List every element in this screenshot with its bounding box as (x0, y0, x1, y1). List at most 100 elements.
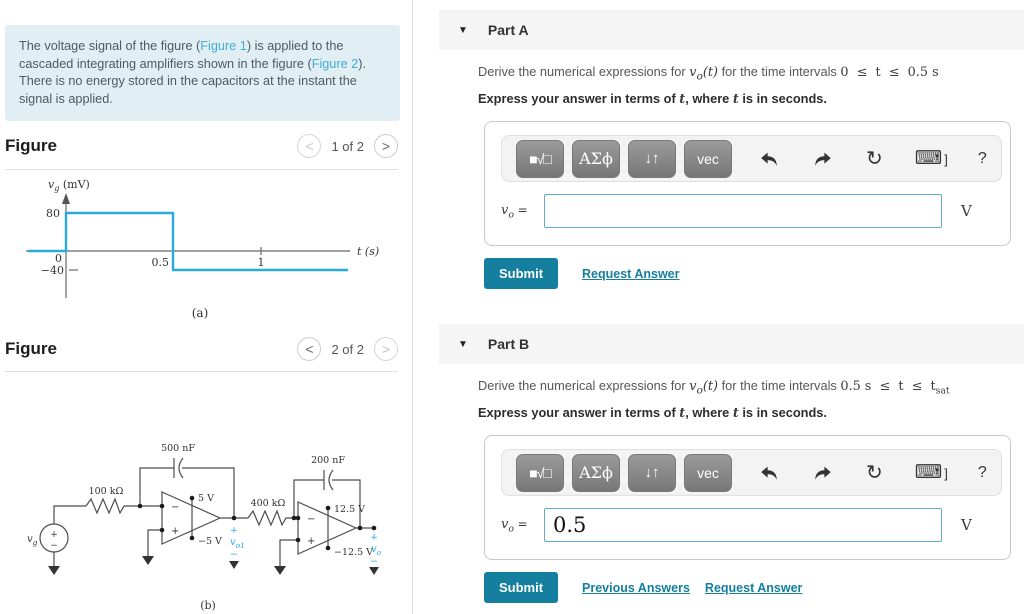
part-b-instruction: Express your answer in terms of t, where… (478, 405, 827, 421)
part-b-title: Part B (487, 336, 530, 352)
problem-panel: The voltage signal of the figure (Figure… (0, 0, 412, 614)
figure1-graph: vg (mV) 80 0 −40 0.5 1 t (s) (26, 178, 379, 298)
vo-label: vo (371, 544, 382, 557)
part-a-answer-input[interactable] (544, 194, 942, 228)
answer-variable-label: vo = (501, 516, 528, 535)
answer-unit: V (961, 516, 972, 534)
redo-icon[interactable] (812, 148, 834, 170)
resistor1-label: 100 kΩ (89, 486, 124, 497)
divider (5, 169, 398, 170)
figure2-prev-button[interactable]: < (297, 337, 322, 361)
keyboard-shortcuts-icon[interactable]: ⌨] (915, 147, 948, 170)
xtick-half: 0.5 (152, 256, 170, 269)
divider (5, 371, 398, 372)
answer-variable-label: vo = (501, 202, 528, 221)
submit-button[interactable]: Submit (484, 572, 558, 603)
x-axis-label: t (s) (357, 245, 379, 258)
source-label: vg (27, 534, 38, 547)
redo-icon[interactable] (812, 462, 834, 484)
help-icon[interactable]: ? (977, 463, 987, 481)
figure2-header: Figure < 2 of 2 > (5, 335, 398, 363)
ytick-0: 0 (55, 252, 62, 265)
equation-toolbar: ■√□ ΑΣϕ ↓↑ vec ↻ ⌨] ? (501, 135, 1002, 182)
up-down-arrows-icon: ↓↑ (644, 150, 660, 167)
reset-icon[interactable]: ↻ (866, 461, 883, 484)
greek-symbols-button[interactable]: ΑΣϕ (572, 453, 620, 492)
greek-icon: ΑΣϕ (579, 463, 613, 482)
vector-button[interactable]: vec (684, 139, 732, 178)
capacitor2-label: 200 nF (311, 455, 345, 466)
svg-text:−: − (171, 502, 179, 513)
arrows-button[interactable]: ↓↑ (628, 453, 676, 492)
svg-text:+: + (307, 536, 315, 547)
chevron-left-icon: < (305, 138, 314, 154)
greek-icon: ΑΣϕ (579, 149, 613, 168)
templates-button[interactable]: ■√□ (516, 139, 564, 178)
request-answer-link[interactable]: Request Answer (582, 266, 680, 281)
part-b-equation-editor: ■√□ ΑΣϕ ↓↑ vec ↻ ⌨] ? vo = V (484, 435, 1011, 560)
ytick-neg40: −40 (41, 264, 64, 277)
resistor2-label: 400 kΩ (251, 498, 286, 509)
greek-symbols-button[interactable]: ΑΣϕ (572, 139, 620, 178)
help-icon[interactable]: ? (977, 149, 987, 167)
problem-text: ). There is no energy stored in the capa… (19, 56, 366, 106)
bracket-label: ] (944, 152, 948, 167)
figure1-link[interactable]: Figure 1 (200, 39, 247, 53)
vec-icon: vec (697, 464, 719, 481)
part-b-description: Derive the numerical expressions for vo(… (478, 378, 950, 397)
svg-text:+: + (50, 530, 58, 540)
figure1-header: Figure < 1 of 2 > (5, 132, 398, 160)
vector-button[interactable]: vec (684, 453, 732, 492)
part-a-instruction: Express your answer in terms of t, where… (478, 91, 827, 107)
voltage-waveform (28, 211, 348, 272)
up-down-arrows-icon: ↓↑ (644, 464, 660, 481)
figure1-caption: (a) (191, 306, 209, 320)
y-axis-label: vg (mV) (48, 178, 90, 193)
part-b-actions: Submit Previous Answers Request Answer (484, 572, 802, 603)
collapse-icon[interactable]: ▼ (458, 24, 468, 36)
svg-text:−: − (230, 549, 238, 560)
figure2-circuit: vg + − 100 kΩ 500 nF 5 V −5 V − + + vo1 … (27, 443, 382, 612)
templates-button[interactable]: ■√□ (516, 453, 564, 492)
ytick-80: 80 (46, 207, 60, 220)
problem-statement: The voltage signal of the figure (Figure… (5, 25, 400, 122)
svg-text:−: − (307, 514, 315, 525)
answer-unit: V (961, 202, 972, 220)
reset-icon[interactable]: ↻ (866, 147, 883, 170)
axis-arrow-icon (62, 193, 70, 204)
figure2-next-button[interactable]: > (374, 337, 398, 361)
collapse-icon[interactable]: ▼ (458, 338, 468, 350)
figure1-next-button[interactable]: > (374, 134, 398, 158)
figure1-page-indicator: 1 of 2 (331, 138, 364, 154)
keyboard-icon: ⌨ (914, 462, 943, 483)
ground-icon (48, 556, 379, 575)
opamp2-positive-rail: 12.5 V (334, 504, 365, 515)
opamp2-negative-rail: −12.5 V (334, 547, 373, 558)
keyboard-shortcuts-icon[interactable]: ⌨] (915, 461, 948, 484)
templates-icon: ■√□ (529, 150, 552, 167)
answer-row: vo = V (501, 194, 994, 228)
request-answer-link[interactable]: Request Answer (704, 580, 803, 595)
xtick-one: 1 (258, 256, 265, 269)
undo-icon[interactable] (758, 462, 780, 484)
figure1-heading: Figure (5, 136, 57, 155)
previous-answers-link[interactable]: Previous Answers (582, 580, 690, 595)
equation-toolbar: ■√□ ΑΣϕ ↓↑ vec ↻ ⌨] ? (501, 449, 1002, 496)
part-b-answer-input[interactable] (544, 508, 942, 542)
undo-icon[interactable] (758, 148, 780, 170)
opamp1-positive-rail: 5 V (198, 493, 214, 504)
problem-text: ) is applied to the cascaded integrating… (19, 39, 344, 71)
figure2-page-indicator: 2 of 2 (331, 341, 364, 357)
svg-text:+: + (230, 525, 238, 536)
templates-icon: ■√□ (529, 464, 552, 481)
part-a-header[interactable]: ▼ Part A (439, 10, 1024, 50)
figure1-prev-button[interactable]: < (297, 134, 322, 158)
svg-text:−: − (370, 556, 378, 567)
part-a-description: Derive the numerical expressions for vo(… (478, 64, 939, 83)
part-a-actions: Submit Request Answer (484, 258, 679, 289)
figure2-link[interactable]: Figure 2 (311, 56, 359, 71)
chevron-right-icon: > (381, 138, 391, 154)
submit-button[interactable]: Submit (484, 258, 558, 289)
part-b-header[interactable]: ▼ Part B (439, 324, 1024, 364)
arrows-button[interactable]: ↓↑ (628, 139, 676, 178)
